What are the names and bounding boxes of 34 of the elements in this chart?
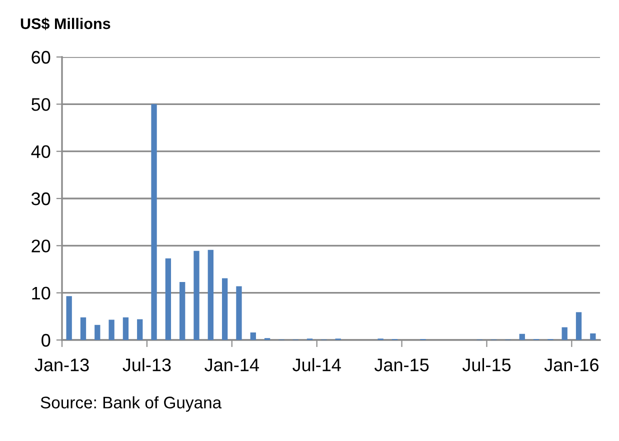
y-tick-label: 20 [32,240,50,252]
x-tick-label: Jan-16 [544,358,598,372]
bar [208,250,214,340]
y-axis-title: US$ Millions [20,18,110,30]
bar [137,319,143,340]
bar [590,333,596,340]
bar [151,104,157,340]
bar [94,324,100,340]
x-tick-label: Jan-15 [374,358,429,372]
bar [165,258,172,340]
x-tick-label: Jul-14 [292,358,341,372]
bar [222,278,228,340]
y-tick-label: 30 [31,192,50,206]
bar [562,327,568,340]
bar [519,334,525,340]
x-tick-label: Jul-15 [462,358,511,372]
y-tick-label: 50 [32,98,50,111]
x-tick-label: Jul-13 [122,358,171,372]
bar [180,282,186,340]
bar [108,320,114,340]
bar [66,296,72,340]
y-tick-label: 60 [32,50,50,64]
bar [250,332,256,340]
bar [122,317,129,340]
x-tick-label: Jan-13 [34,358,89,372]
x-tick-label: Jan-14 [204,358,259,372]
bar [576,312,582,340]
bar [236,286,242,340]
y-tick-label: 40 [31,145,50,158]
bar [194,250,200,340]
bar [80,317,86,340]
y-tick-label: 0 [42,334,50,347]
source-note: Source: Bank of Guyana [40,396,222,412]
y-tick-label: 10 [32,286,50,300]
